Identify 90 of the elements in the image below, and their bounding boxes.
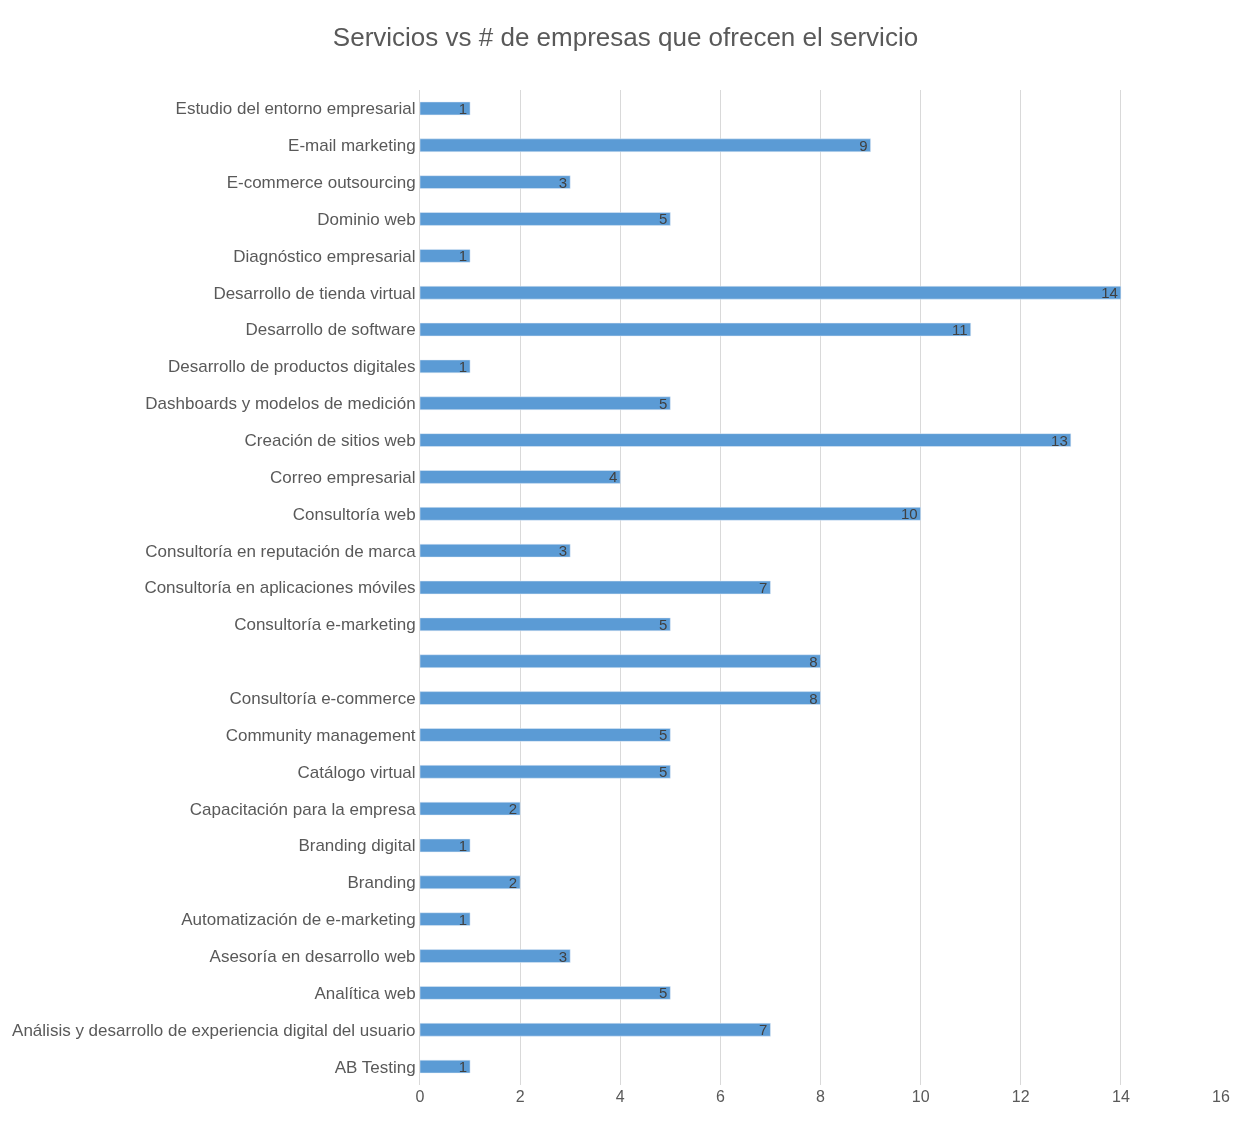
y-tick-label: Consultoría e-marketing bbox=[234, 615, 416, 635]
data-label: 2 bbox=[508, 873, 518, 891]
data-label: 7 bbox=[759, 1021, 768, 1039]
data-label: 7 bbox=[759, 579, 768, 596]
data-label: 1 bbox=[458, 357, 468, 375]
bar bbox=[420, 986, 671, 1000]
y-tick-label: Estudio del entorno empresarial bbox=[175, 99, 416, 119]
bar bbox=[420, 654, 821, 668]
data-label: 1 bbox=[458, 1058, 468, 1076]
data-label: 8 bbox=[809, 689, 818, 707]
y-tick-label: Consultoría en aplicaciones móviles bbox=[144, 578, 416, 598]
y-tick-label: Desarrollo de productos digitales bbox=[168, 357, 416, 377]
y-tick-label: Desarrollo de software bbox=[245, 320, 416, 340]
data-label: 5 bbox=[658, 394, 668, 412]
y-tick-label: Community management bbox=[225, 725, 416, 745]
x-tick-label: 14 bbox=[1111, 1088, 1130, 1105]
data-label: 1 bbox=[458, 247, 468, 265]
bar bbox=[420, 1023, 771, 1037]
bar bbox=[420, 212, 671, 226]
x-tick-label: 12 bbox=[1011, 1088, 1030, 1105]
y-tick-label: Correo empresarial bbox=[270, 467, 416, 487]
data-label: 5 bbox=[658, 726, 668, 744]
y-tick-label: Diagnóstico empresarial bbox=[233, 246, 416, 266]
bar bbox=[420, 359, 471, 374]
bar bbox=[420, 617, 671, 632]
y-tick-label: Análisis y desarrollo de experiencia digital del usuario bbox=[12, 1020, 416, 1040]
y-tick-label: Dashboards y modelos de medición bbox=[145, 394, 416, 414]
data-label: 10 bbox=[900, 505, 918, 523]
x-tick-label: 4 bbox=[615, 1088, 625, 1105]
data-label: 1 bbox=[458, 99, 468, 117]
bar bbox=[420, 433, 1072, 447]
y-tick-label: Desarrollo de tienda virtual bbox=[213, 283, 416, 303]
data-label: 3 bbox=[558, 947, 568, 965]
bar bbox=[420, 838, 471, 853]
y-tick-label: Consultoría web bbox=[292, 504, 416, 524]
y-tick-label: Dominio web bbox=[317, 209, 416, 229]
data-label: 1 bbox=[458, 910, 468, 928]
y-tick-label: Asesoría en desarrollo web bbox=[209, 946, 416, 966]
x-tick-label: 10 bbox=[911, 1088, 930, 1105]
bar bbox=[420, 285, 1122, 300]
data-label: 5 bbox=[658, 210, 668, 228]
bar bbox=[420, 396, 671, 410]
y-tick-label: Consultoría e-commerce bbox=[229, 689, 416, 709]
data-label: 1 bbox=[458, 836, 468, 854]
y-tick-label: Catálogo virtual bbox=[297, 762, 416, 782]
bar bbox=[420, 175, 571, 189]
y-tick-label: E-commerce outsourcing bbox=[226, 173, 416, 193]
bar bbox=[420, 1059, 471, 1074]
bar bbox=[420, 543, 571, 558]
x-tick-label: 8 bbox=[816, 1088, 826, 1105]
bar bbox=[420, 875, 521, 890]
y-tick-label: Creación de sitios web bbox=[244, 431, 416, 451]
bar bbox=[420, 507, 921, 521]
data-label: 14 bbox=[1101, 284, 1118, 302]
data-label: 5 bbox=[658, 763, 668, 781]
data-label: 9 bbox=[859, 136, 868, 154]
bar bbox=[420, 580, 771, 595]
y-tick-label: Branding bbox=[347, 873, 416, 893]
data-label: 8 bbox=[809, 652, 818, 670]
bar bbox=[420, 728, 671, 742]
bar bbox=[420, 912, 471, 926]
bar bbox=[420, 101, 471, 116]
bar bbox=[420, 691, 821, 705]
bar bbox=[420, 765, 671, 779]
data-label: 2 bbox=[508, 800, 518, 818]
data-label: 5 bbox=[658, 984, 668, 1002]
bar bbox=[420, 138, 871, 152]
y-tick-label: Analítica web bbox=[314, 983, 416, 1003]
bar bbox=[420, 801, 521, 816]
data-label: 3 bbox=[558, 542, 568, 560]
x-tick-label: 6 bbox=[715, 1088, 725, 1105]
bar bbox=[420, 322, 971, 337]
x-tick-label: 16 bbox=[1212, 1088, 1230, 1105]
bar bbox=[420, 949, 571, 963]
y-tick-label: Automatización de e-marketing bbox=[181, 910, 416, 930]
x-tick-label: 2 bbox=[515, 1088, 525, 1105]
y-tick-label: AB Testing bbox=[334, 1057, 416, 1077]
data-label: 4 bbox=[608, 468, 618, 486]
y-tick-label: Capacitación para la empresa bbox=[189, 799, 417, 819]
y-tick-label: Branding digital bbox=[298, 836, 416, 856]
data-label: 3 bbox=[558, 173, 568, 191]
data-label: 5 bbox=[658, 615, 668, 633]
data-label: 13 bbox=[1051, 431, 1068, 449]
x-tick-label: 0 bbox=[415, 1088, 425, 1105]
y-tick-label: E-mail marketing bbox=[288, 136, 416, 156]
chart-title: Servicios vs # de empresas que ofrecen el servicio bbox=[332, 22, 919, 53]
data-label: 11 bbox=[952, 321, 968, 339]
y-tick-label: Consultoría en reputación de marca bbox=[145, 541, 417, 561]
bar bbox=[420, 470, 621, 484]
bar bbox=[420, 249, 471, 263]
